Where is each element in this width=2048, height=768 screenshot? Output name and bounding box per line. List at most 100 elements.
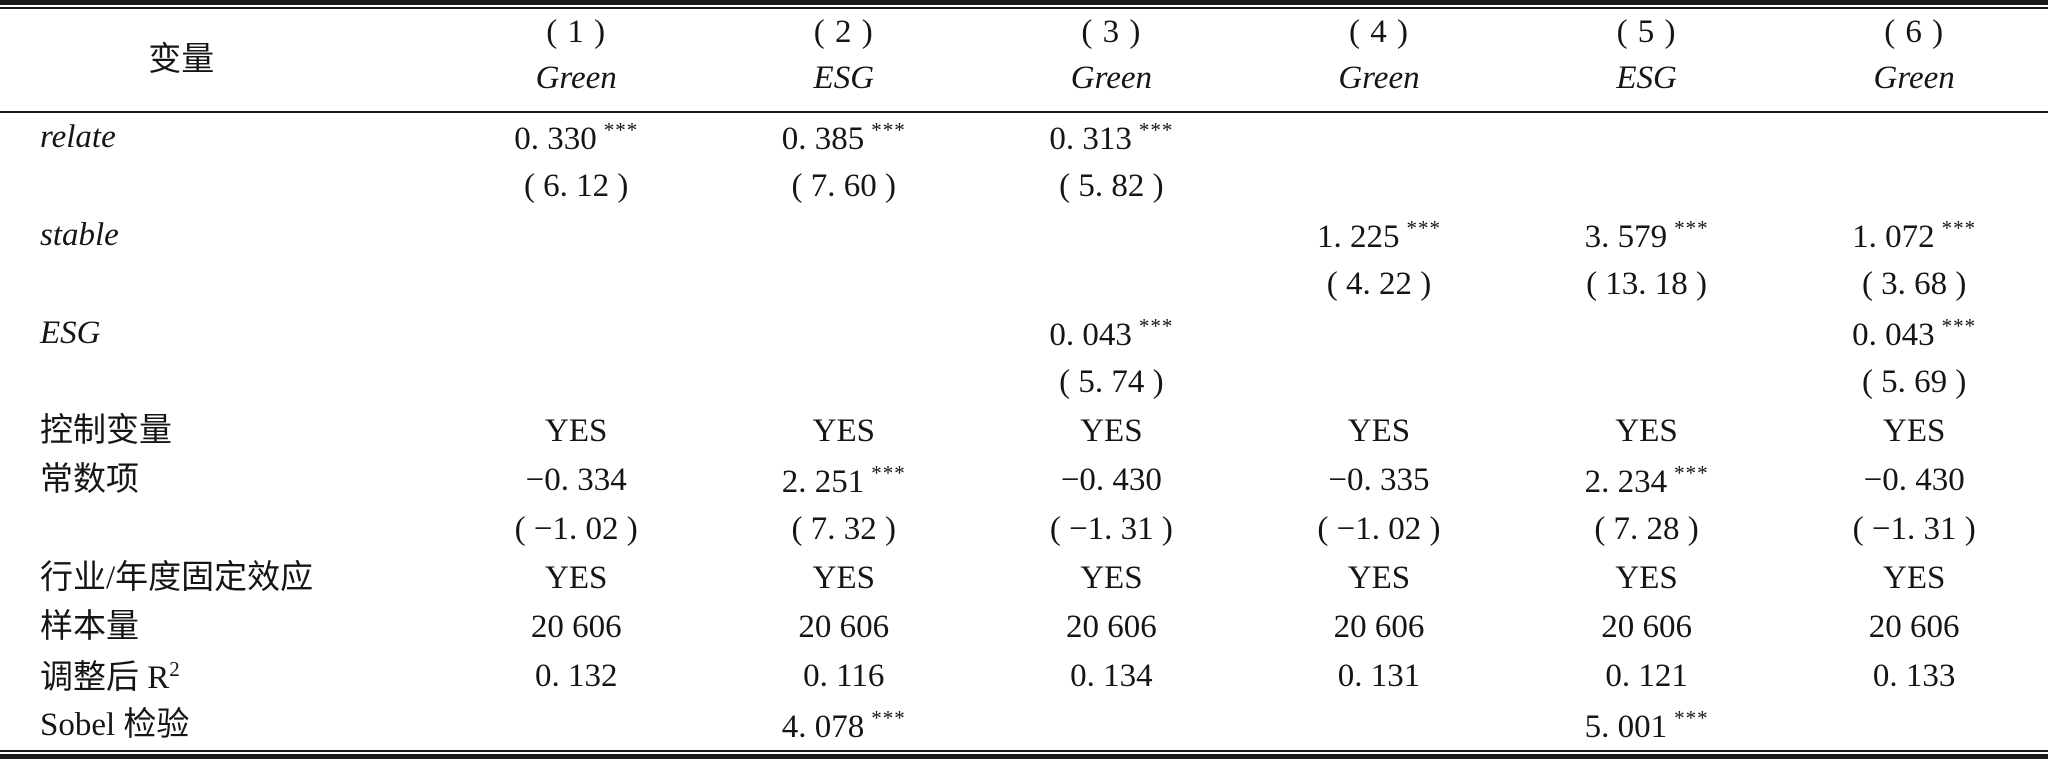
cell-value: YES	[1080, 413, 1143, 449]
table-cell	[710, 358, 978, 407]
model-number-header: ( 3 )	[1081, 13, 1142, 50]
table-cell	[710, 211, 978, 260]
table-top-rule-thin	[0, 7, 2048, 9]
model-number-header: ( 5 )	[1616, 13, 1677, 50]
cell-value: 0. 330	[514, 120, 597, 157]
table-cell: ( 7. 28 )	[1513, 505, 1781, 554]
row-label: Sobel 检验	[40, 707, 190, 743]
cell-value: YES	[1883, 413, 1946, 449]
table-cell: YES	[1513, 407, 1781, 456]
cell-value: ( 7. 32 )	[791, 511, 897, 547]
cell-value: ( 6. 12 )	[523, 168, 629, 204]
cell-value: 0. 134	[1070, 658, 1153, 694]
header-row-model-numbers: 变量 ( 1 ) ( 2 ) ( 3 ) ( 4 ) ( 5 ) ( 6 )	[0, 9, 2048, 113]
table-row-adj-r2: 调整后 R2 0. 132 0. 116 0. 134 0. 131 0. 121 0. 1…	[0, 652, 2048, 701]
cell-value: YES	[812, 560, 875, 596]
cell-value: ( 7. 60 )	[791, 168, 897, 204]
table-cell	[1245, 358, 1513, 407]
table-row-sobel: Sobel 检验 4. 078 *** 5. 001 ***	[0, 701, 2048, 750]
table-cell: 0. 131	[1245, 652, 1513, 701]
table-cell: ( −1. 02 )	[442, 505, 710, 554]
cell-value: −0. 430	[1060, 462, 1162, 498]
cell-value: YES	[1080, 560, 1143, 596]
table-cell	[1513, 162, 1781, 211]
cell-value: 20 606	[1601, 609, 1692, 645]
regression-results-table: 变量 ( 1 ) ( 2 ) ( 3 ) ( 4 ) ( 5 ) ( 6 ) G…	[0, 9, 2048, 750]
cell-value: 0. 132	[534, 658, 618, 694]
dependent-variable-header: ESG	[1512, 55, 1781, 113]
table-cell: 20 606	[978, 603, 1246, 652]
row-label	[0, 505, 442, 554]
table-row-stable-t: ( 4. 22 ) ( 13. 18 ) ( 3. 68 )	[0, 260, 2048, 309]
cell-value: 0. 121	[1605, 658, 1688, 694]
table-cell	[1245, 701, 1513, 750]
table-cell: 20 606	[1513, 603, 1781, 652]
table-row-relate-coef: relate 0. 330 *** 0. 385 *** 0. 313 ***	[0, 112, 2048, 162]
cell-value: ( 7. 28 )	[1594, 511, 1699, 547]
significance-stars: ***	[1406, 215, 1441, 240]
cell-value: ( 5. 74 )	[1059, 364, 1164, 400]
row-label: 行业/年度固定效应	[40, 560, 314, 596]
table-cell	[978, 211, 1246, 260]
table-cell: 20 606	[1780, 603, 2048, 652]
table-cell	[1245, 162, 1513, 211]
row-label: stable	[40, 217, 119, 253]
dependent-variable-header: Green	[1780, 55, 2048, 113]
table-cell	[978, 701, 1246, 750]
significance-stars: ***	[603, 117, 639, 142]
table-top-rule-thick	[0, 0, 2048, 5]
row-label: 控制变量	[40, 413, 172, 449]
cell-value: 4. 078	[781, 708, 865, 745]
table-cell: ( 4. 22 )	[1245, 260, 1513, 309]
table-cell: 0. 385 ***	[710, 112, 978, 162]
cell-value: ( −1. 02 )	[514, 511, 638, 547]
cell-value: 0. 385	[781, 120, 865, 157]
row-label-superscript: 2	[169, 656, 180, 681]
significance-stars: ***	[1674, 215, 1709, 240]
table-row-controls: 控制变量 YES YES YES YES YES YES	[0, 407, 2048, 456]
table-cell: 0. 134	[978, 652, 1246, 701]
table-cell	[1513, 358, 1781, 407]
table-cell: YES	[978, 407, 1246, 456]
cell-value: YES	[1615, 560, 1678, 596]
table-cell	[1780, 701, 2048, 750]
table-row-constant-coef: 常数项 −0. 334 2. 251 *** −0. 430 −0. 335 2. 234 *…	[0, 456, 2048, 505]
table-cell: YES	[710, 407, 978, 456]
variable-column-header: 变量	[0, 9, 443, 113]
table-cell: YES	[978, 554, 1246, 603]
cell-value: YES	[545, 560, 608, 596]
row-label: 调整后 R2	[40, 656, 180, 696]
table-cell: ( 6. 12 )	[442, 162, 710, 211]
table-cell: YES	[1245, 407, 1513, 456]
cell-value: YES	[545, 413, 608, 449]
cell-value: 20 606	[798, 609, 890, 645]
table-cell	[442, 358, 710, 407]
cell-value: ( 13. 18 )	[1586, 266, 1708, 302]
table-cell: 5. 001 ***	[1513, 701, 1781, 750]
table-cell: YES	[1780, 554, 2048, 603]
cell-value: 5. 001	[1584, 708, 1668, 745]
cell-value: ( −1. 31 )	[1852, 511, 1976, 547]
row-label: ESG	[40, 315, 101, 351]
table-cell: −0. 430	[978, 456, 1246, 505]
cell-value: 3. 579	[1584, 218, 1668, 255]
significance-stars: ***	[1138, 117, 1174, 142]
table-cell: YES	[442, 407, 710, 456]
row-label	[0, 358, 442, 407]
table-row-sample-size: 样本量 20 606 20 606 20 606 20 606 20 606 20 606	[0, 603, 2048, 652]
table-cell: ( −1. 02 )	[1245, 505, 1513, 554]
cell-value: 0. 133	[1872, 658, 1956, 694]
cell-value: YES	[812, 413, 875, 449]
table-row-stable-coef: stable 1. 225 *** 3. 579 *** 1. 072 ***	[0, 211, 2048, 260]
model-number-header: ( 1 )	[546, 13, 607, 50]
table-cell: 0. 133	[1780, 652, 2048, 701]
cell-value: 2. 234	[1584, 463, 1668, 500]
table-cell	[1513, 112, 1781, 162]
table-cell: YES	[710, 554, 978, 603]
cell-value: 0. 116	[803, 658, 885, 694]
significance-stars: ***	[871, 460, 906, 485]
table-cell: YES	[1245, 554, 1513, 603]
table-bottom-rule-thin	[0, 750, 2048, 752]
row-label: 常数项	[40, 462, 139, 498]
